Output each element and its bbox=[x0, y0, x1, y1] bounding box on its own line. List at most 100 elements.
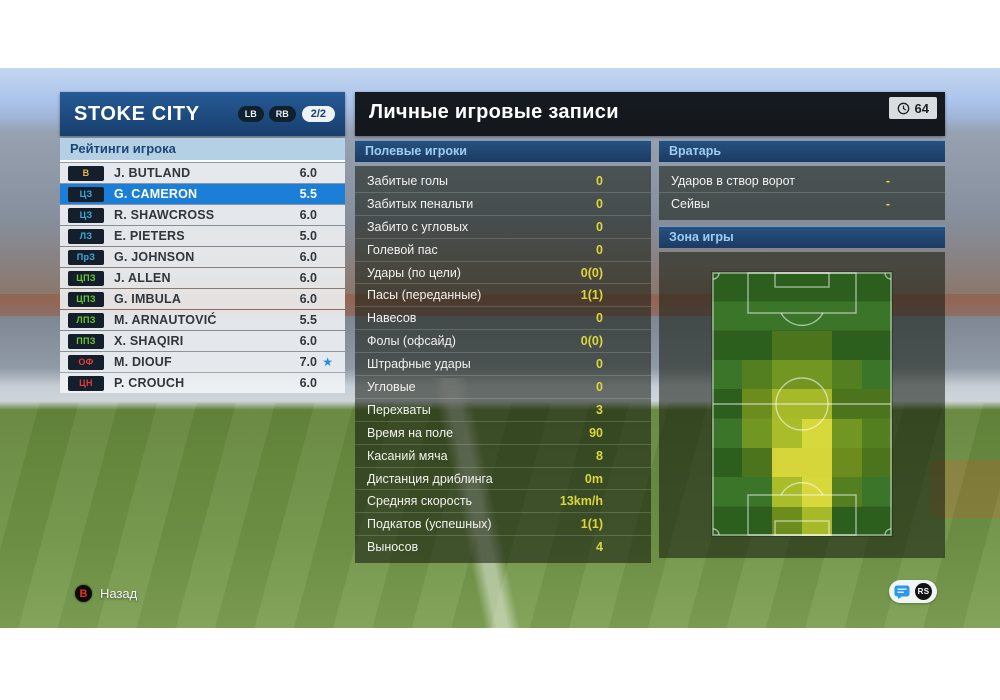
stat-label: Забитых пенальти bbox=[367, 196, 474, 211]
heat-cell bbox=[832, 418, 862, 448]
stat-row: Пасы (переданные) 1(1) bbox=[355, 284, 651, 308]
outfield-header: Полевые игроки bbox=[355, 140, 651, 162]
stat-value: 0 bbox=[596, 242, 603, 257]
outfield-column: Полевые игроки Забитые голы 0 Забитых пена… bbox=[355, 140, 651, 564]
player-row[interactable]: ОФ M. DIOUF 7.0 ★ bbox=[60, 352, 345, 372]
player-rating: 6.0 bbox=[299, 292, 317, 306]
stat-row: Забитые голы 0 bbox=[355, 170, 651, 193]
back-control[interactable]: B Назад bbox=[75, 585, 137, 602]
heat-cell bbox=[772, 330, 802, 360]
stat-value: 8 bbox=[596, 448, 603, 463]
player-rating: 6.0 bbox=[299, 166, 317, 180]
ratings-subheader: Рейтинги игрока bbox=[60, 138, 345, 162]
position-badge: ЦЗ bbox=[68, 186, 104, 202]
player-row[interactable]: ЦПЗ J. ALLEN 6.0 bbox=[60, 268, 345, 288]
position-badge: ЦН bbox=[68, 375, 104, 391]
rb-button-icon[interactable]: RB bbox=[268, 106, 296, 122]
stat-row: Забито с угловых 0 bbox=[355, 216, 651, 239]
heat-cell bbox=[742, 418, 772, 448]
position-badge: ЦПЗ bbox=[68, 270, 104, 286]
player-name: G. IMBULA bbox=[114, 292, 182, 306]
rs-button-icon[interactable]: RS bbox=[915, 583, 932, 600]
outfield-stats: Забитые голы 0 Забитых пенальти 0 Забито с у… bbox=[355, 166, 651, 564]
player-name: J. BUTLAND bbox=[114, 166, 191, 180]
position-badge: ОФ bbox=[68, 354, 104, 370]
stat-label: Забитые голы bbox=[367, 173, 449, 188]
zone-box bbox=[659, 252, 945, 558]
stat-label: Угловые bbox=[367, 379, 416, 394]
player-row[interactable]: ЛЗ E. PIETERS 5.0 bbox=[60, 226, 345, 246]
stat-label: Выносов bbox=[367, 540, 419, 555]
player-row[interactable]: ППЗ X. SHAQIRI 6.0 bbox=[60, 331, 345, 351]
player-row[interactable]: В J. BUTLAND 6.0 bbox=[60, 163, 345, 183]
stat-row: Штрафные удары 0 bbox=[355, 353, 651, 377]
records-title-bar: Личные игровые записи 64 bbox=[355, 92, 945, 136]
heat-cell bbox=[772, 360, 802, 390]
stat-value: 0(0) bbox=[580, 265, 603, 280]
stat-row: Угловые 0 bbox=[355, 376, 651, 399]
position-badge: ЦПЗ bbox=[68, 291, 104, 307]
back-label: Назад bbox=[100, 586, 138, 601]
player-name: G. CAMERON bbox=[114, 187, 198, 201]
position-badge: ЛЗ bbox=[68, 228, 104, 244]
heat-cell bbox=[802, 330, 832, 360]
stat-row: Касаний мяча 8 bbox=[355, 445, 651, 468]
heat-cell bbox=[862, 418, 892, 448]
stat-value: 13km/h bbox=[559, 494, 603, 509]
player-row[interactable]: ЦН P. CROUCH 6.0 bbox=[60, 373, 345, 393]
heat-cell bbox=[742, 448, 772, 478]
stat-label: Голевой пас bbox=[367, 242, 438, 257]
page-indicator: 2/2 bbox=[301, 106, 335, 122]
chat-icon[interactable] bbox=[894, 585, 910, 599]
player-name: J. ALLEN bbox=[114, 271, 171, 285]
stat-row: Подкатов (успешных) 1(1) bbox=[355, 513, 651, 537]
player-row[interactable]: ЦЗ R. SHAWCROSS 6.0 bbox=[60, 205, 345, 225]
heat-cell bbox=[802, 477, 832, 507]
records-title: Личные игровые записи bbox=[369, 101, 619, 123]
player-name: P. CROUCH bbox=[114, 376, 185, 390]
heat-cell bbox=[802, 448, 832, 478]
stat-label: Штрафные удары bbox=[367, 357, 471, 372]
stat-value: 0 bbox=[596, 379, 603, 394]
player-row[interactable]: ЦПЗ G. IMBULA 6.0 bbox=[60, 289, 345, 309]
player-name: E. PIETERS bbox=[114, 229, 185, 243]
stat-row: Выносов 4 bbox=[355, 536, 651, 558]
stat-label: Сейвы bbox=[671, 197, 710, 211]
stat-label: Время на поле bbox=[367, 425, 454, 440]
heat-cell bbox=[802, 418, 832, 448]
star-icon: ★ bbox=[322, 355, 333, 369]
stat-label: Касаний мяча bbox=[367, 448, 448, 463]
stat-label: Удары (по цели) bbox=[367, 265, 461, 280]
player-rating: 6.0 bbox=[299, 250, 317, 264]
stat-label: Фолы (офсайд) bbox=[367, 334, 456, 349]
stat-row: Время на поле 90 bbox=[355, 422, 651, 445]
player-row[interactable]: ЛПЗ M. ARNAUTOVIĆ 5.5 bbox=[60, 310, 345, 330]
stat-row: Ударов в створ ворот - bbox=[659, 170, 945, 193]
player-rating: 6.0 bbox=[299, 334, 317, 348]
player-row[interactable]: ЦЗ G. CAMERON 5.5 bbox=[60, 184, 345, 204]
stat-value: 0 bbox=[596, 196, 603, 211]
stat-row: Перехваты 3 bbox=[355, 399, 651, 422]
player-rating: 5.5 bbox=[299, 187, 317, 201]
player-rating: 5.5 bbox=[299, 313, 317, 327]
pitch-lines bbox=[712, 272, 892, 536]
stat-label: Дистанция дриблинга bbox=[367, 471, 493, 486]
zone-header: Зона игры bbox=[659, 226, 945, 248]
footer-right-pill: RS bbox=[889, 580, 937, 603]
stat-row: Удары (по цели) 0(0) bbox=[355, 262, 651, 285]
stat-label: Ударов в створ ворот bbox=[671, 174, 795, 188]
heat-cell bbox=[772, 418, 802, 448]
lb-button-icon[interactable]: LB bbox=[237, 106, 264, 122]
stat-row: Забитых пенальти 0 bbox=[355, 193, 651, 216]
player-rating: 6.0 bbox=[299, 208, 317, 222]
heat-cell bbox=[832, 477, 862, 507]
player-row[interactable]: ПрЗ G. JOHNSON 6.0 bbox=[60, 247, 345, 267]
heat-cell bbox=[802, 360, 832, 390]
stat-label: Забито с угловых bbox=[367, 219, 469, 234]
stat-value: - bbox=[885, 174, 890, 188]
stat-value: - bbox=[885, 197, 890, 211]
stat-label: Пасы (переданные) bbox=[367, 288, 482, 303]
stat-value: 0 bbox=[596, 219, 603, 234]
stat-row: Средняя скорость 13km/h bbox=[355, 490, 651, 514]
b-button-icon[interactable]: B bbox=[75, 585, 92, 602]
